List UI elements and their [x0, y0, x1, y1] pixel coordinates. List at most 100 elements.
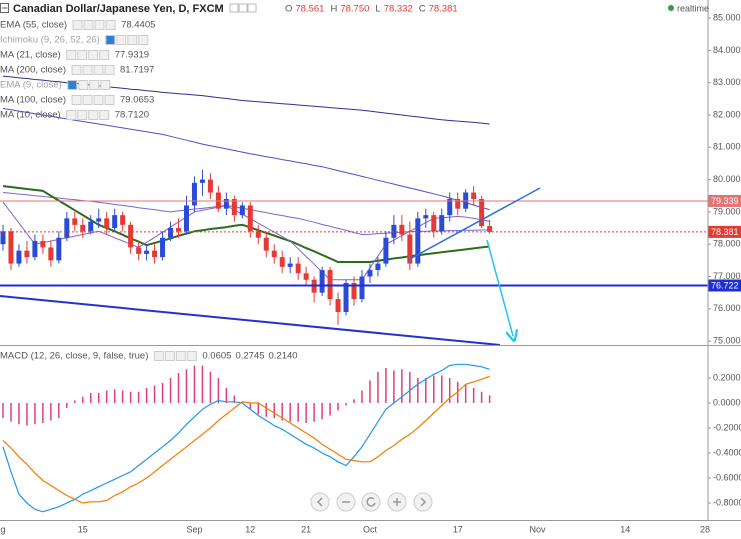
candle-body — [80, 224, 86, 232]
collapse-icon[interactable] — [0, 3, 9, 13]
candle-body — [112, 215, 118, 229]
legend-icon — [116, 35, 127, 45]
candle-body — [391, 224, 397, 238]
legend-icon — [93, 95, 104, 105]
legend-name: MA (100, close) — [0, 95, 66, 106]
candle-body — [136, 247, 142, 254]
indicator-line — [2, 108, 490, 211]
macd-line — [2, 363, 490, 513]
y-tick-label: 77.000 — [713, 271, 741, 281]
macd-histogram-bar — [305, 403, 307, 423]
legend-value: 0.2140 — [269, 351, 298, 362]
macd-histogram-bar — [297, 403, 299, 422]
legend-icon — [99, 110, 110, 120]
ohlc-key: C — [419, 4, 426, 15]
macd-histogram-bar — [472, 388, 475, 403]
candle-body — [271, 250, 277, 258]
candle-body — [319, 270, 325, 293]
macd-histogram-bar — [265, 403, 267, 417]
legend-icon — [99, 50, 110, 60]
candle-body — [223, 198, 229, 209]
candle-body — [383, 237, 389, 264]
candle-body — [487, 226, 493, 232]
price-levels: 79.339 78.381 76.722 — [0, 194, 741, 292]
x-tick-label: Oct — [363, 524, 378, 534]
macd-histogram-bar — [145, 388, 148, 403]
macd-histogram-bar — [273, 403, 275, 418]
candle-body — [231, 198, 237, 216]
ohlc-value: 78.381 — [429, 4, 458, 15]
macd-histogram-bar — [193, 365, 196, 403]
macd-histogram-bar — [153, 385, 156, 403]
macd-histogram-bar — [82, 396, 84, 403]
reset[interactable] — [361, 492, 381, 512]
macd-histogram-bar — [488, 395, 491, 403]
candle-body — [415, 218, 421, 264]
macd-histogram-bar — [137, 391, 140, 403]
macd-histogram-bar — [464, 384, 467, 403]
candle-body — [343, 282, 349, 313]
candle-body — [56, 237, 62, 261]
legend-name: MA (21, close) — [0, 50, 61, 61]
scroll-right[interactable] — [413, 492, 433, 512]
legend-value: 0.2745 — [235, 351, 264, 362]
trend-line — [407, 187, 541, 261]
legend-icon — [83, 20, 94, 30]
price-level-tag — [708, 194, 741, 207]
macd-line — [2, 375, 490, 504]
candle-body — [16, 250, 22, 264]
macd-histogram-bar — [249, 403, 252, 410]
legend-icon — [175, 351, 186, 361]
legend-icon — [164, 351, 175, 361]
legend-value: 81.7197 — [120, 65, 154, 76]
macd-histogram-bar — [361, 390, 363, 403]
legend-icon — [100, 80, 111, 90]
ohlc-value: 78.561 — [295, 4, 324, 15]
candle-body — [128, 224, 134, 248]
macd-histogram-bar — [345, 403, 347, 406]
macd-histogram-bar — [329, 403, 331, 416]
x-tick-label: g — [0, 524, 5, 534]
candle-body — [407, 234, 413, 264]
legend: Canadian Dollar/Japanese Yen, D, FXCM re… — [0, 3, 709, 362]
candle-body — [64, 218, 70, 238]
y-tick-label: 80.000 — [713, 174, 741, 184]
zoom-in[interactable] — [387, 492, 407, 512]
trend-line — [0, 295, 501, 345]
legend-name: MA (10, close) — [0, 110, 61, 121]
x-tick-label: 28 — [700, 524, 710, 534]
status-dot — [668, 5, 674, 11]
candle-body — [295, 263, 301, 274]
macd-histogram-bar — [441, 375, 443, 403]
macd-histogram-bar — [233, 395, 236, 403]
legend-icon — [77, 110, 88, 120]
y-tick-label: -0.8000 — [713, 497, 741, 507]
legend-name: EMA (55, close) — [0, 20, 67, 31]
legend-icon — [82, 65, 93, 75]
candle-body — [399, 224, 405, 235]
candle-body — [199, 179, 205, 183]
candle-body — [439, 215, 445, 232]
macd-histogram-bar — [353, 399, 355, 403]
macd-histogram-bar — [97, 393, 100, 403]
legend-value: 0.0605 — [202, 351, 231, 362]
macd-histogram-bar — [90, 393, 92, 403]
candle-body — [88, 221, 94, 232]
scroll-left[interactable] — [310, 492, 330, 512]
macd-histogram-bar — [26, 403, 28, 426]
candle-body — [367, 270, 373, 277]
legend-icon — [72, 20, 83, 30]
x-tick-label: Nov — [529, 524, 546, 534]
zoom-out[interactable] — [336, 492, 356, 512]
legend-name: MA (200, close) — [0, 65, 66, 76]
price-level-label: 79.339 — [711, 196, 739, 206]
candle-body — [335, 299, 341, 313]
drawings — [0, 187, 541, 345]
candle-body — [104, 218, 110, 229]
x-tick-label: 15 — [78, 524, 88, 534]
macd-histogram-bar — [425, 378, 427, 403]
legend-value: 79.0653 — [120, 95, 154, 106]
y-tick-label: 84.000 — [713, 45, 741, 55]
macd-histogram-bar — [201, 365, 204, 403]
legend-value: 78.7120 — [115, 110, 149, 121]
